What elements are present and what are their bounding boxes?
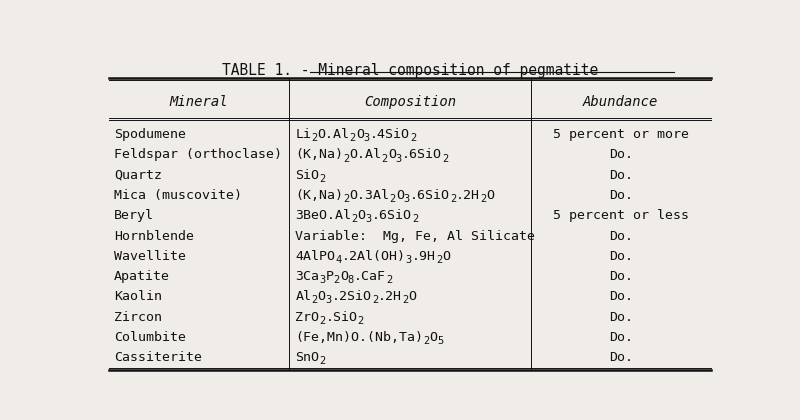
- Text: 3: 3: [404, 194, 410, 204]
- Text: 2: 2: [480, 194, 486, 204]
- Text: 2: 2: [382, 153, 388, 163]
- Text: 5 percent or less: 5 percent or less: [553, 209, 689, 222]
- Text: O.3Al: O.3Al: [350, 189, 390, 202]
- Text: O: O: [356, 128, 364, 141]
- Text: 2: 2: [402, 295, 408, 305]
- Text: Li: Li: [295, 128, 311, 141]
- Text: Al: Al: [295, 290, 311, 303]
- Text: 2: 2: [319, 356, 326, 366]
- Text: 2: 2: [319, 174, 326, 184]
- Text: SnO: SnO: [295, 351, 319, 364]
- Text: .2SiO: .2SiO: [332, 290, 372, 303]
- Text: 2: 2: [410, 133, 416, 143]
- Text: Do.: Do.: [609, 331, 633, 344]
- Text: 2: 2: [343, 194, 350, 204]
- Text: Kaolin: Kaolin: [114, 290, 162, 303]
- Text: Hornblende: Hornblende: [114, 230, 194, 242]
- Text: Beryl: Beryl: [114, 209, 154, 222]
- Text: Apatite: Apatite: [114, 270, 170, 283]
- Text: O: O: [408, 290, 416, 303]
- Text: .9H: .9H: [412, 250, 436, 263]
- Text: Mineral: Mineral: [170, 94, 229, 109]
- Text: SiO: SiO: [295, 169, 319, 182]
- Text: 2: 2: [423, 336, 430, 346]
- Text: 3: 3: [319, 275, 326, 285]
- Text: Feldspar (orthoclase): Feldspar (orthoclase): [114, 148, 282, 161]
- Text: 3BeO.Al: 3BeO.Al: [295, 209, 351, 222]
- Text: .2H: .2H: [378, 290, 402, 303]
- Text: ZrO: ZrO: [295, 311, 319, 324]
- Text: .6SiO: .6SiO: [410, 189, 450, 202]
- Text: 2: 2: [412, 214, 418, 224]
- Text: Spodumene: Spodumene: [114, 128, 186, 141]
- Text: O.Al: O.Al: [318, 128, 350, 141]
- Text: 3: 3: [326, 295, 332, 305]
- Text: Do.: Do.: [609, 290, 633, 303]
- Text: 2: 2: [386, 275, 392, 285]
- Text: 2: 2: [372, 295, 378, 305]
- Text: 5: 5: [438, 336, 444, 346]
- Text: Variable:  Mg, Fe, Al Silicate: Variable: Mg, Fe, Al Silicate: [295, 230, 535, 242]
- Text: Do.: Do.: [609, 351, 633, 364]
- Text: O: O: [430, 331, 438, 344]
- Text: 2: 2: [350, 133, 356, 143]
- Text: 3: 3: [366, 214, 372, 224]
- Text: 2: 2: [334, 275, 340, 285]
- Text: O: O: [358, 209, 366, 222]
- Text: Zircon: Zircon: [114, 311, 162, 324]
- Text: 2: 2: [390, 194, 396, 204]
- Text: .SiO: .SiO: [326, 311, 358, 324]
- Text: Mica (muscovite): Mica (muscovite): [114, 189, 242, 202]
- Text: 4AlPO: 4AlPO: [295, 250, 335, 263]
- Text: .2Al(OH): .2Al(OH): [342, 250, 406, 263]
- Text: .2H: .2H: [456, 189, 480, 202]
- Text: O: O: [388, 148, 396, 161]
- Text: 2: 2: [442, 153, 448, 163]
- Text: (K,Na): (K,Na): [295, 189, 343, 202]
- Text: 2: 2: [311, 295, 318, 305]
- Text: Do.: Do.: [609, 230, 633, 242]
- Text: 3: 3: [364, 133, 370, 143]
- Text: TABLE 1. - Mineral composition of pegmatite: TABLE 1. - Mineral composition of pegmat…: [222, 63, 598, 78]
- Text: O: O: [340, 270, 348, 283]
- Text: 2: 2: [450, 194, 456, 204]
- Text: Composition: Composition: [364, 94, 456, 109]
- Text: 3Ca: 3Ca: [295, 270, 319, 283]
- Text: Do.: Do.: [609, 270, 633, 283]
- Text: O: O: [396, 189, 404, 202]
- Text: Columbite: Columbite: [114, 331, 186, 344]
- Text: Do.: Do.: [609, 148, 633, 161]
- Text: (Fe,Mn)O.(Nb,Ta): (Fe,Mn)O.(Nb,Ta): [295, 331, 423, 344]
- Text: P: P: [326, 270, 334, 283]
- Text: 5 percent or more: 5 percent or more: [553, 128, 689, 141]
- Text: 2: 2: [358, 316, 364, 326]
- Text: 8: 8: [348, 275, 354, 285]
- Text: .4SiO: .4SiO: [370, 128, 410, 141]
- Text: Do.: Do.: [609, 311, 633, 324]
- Text: 2: 2: [343, 153, 350, 163]
- Text: Abundance: Abundance: [583, 94, 658, 109]
- Text: Do.: Do.: [609, 169, 633, 182]
- Text: 4: 4: [335, 255, 342, 265]
- Text: O: O: [318, 290, 326, 303]
- Text: Do.: Do.: [609, 189, 633, 202]
- Text: O.Al: O.Al: [350, 148, 382, 161]
- Text: Do.: Do.: [609, 250, 633, 263]
- Text: (K,Na): (K,Na): [295, 148, 343, 161]
- Text: 2: 2: [319, 316, 326, 326]
- Text: O: O: [442, 250, 450, 263]
- Text: .6SiO: .6SiO: [402, 148, 442, 161]
- Text: 3: 3: [406, 255, 412, 265]
- Text: .6SiO: .6SiO: [372, 209, 412, 222]
- Text: .CaF: .CaF: [354, 270, 386, 283]
- Text: Wavellite: Wavellite: [114, 250, 186, 263]
- Text: 3: 3: [396, 153, 402, 163]
- Text: O: O: [486, 189, 494, 202]
- Text: Quartz: Quartz: [114, 169, 162, 182]
- Text: 2: 2: [351, 214, 358, 224]
- Text: 2: 2: [436, 255, 442, 265]
- Text: Cassiterite: Cassiterite: [114, 351, 202, 364]
- Text: 2: 2: [311, 133, 318, 143]
